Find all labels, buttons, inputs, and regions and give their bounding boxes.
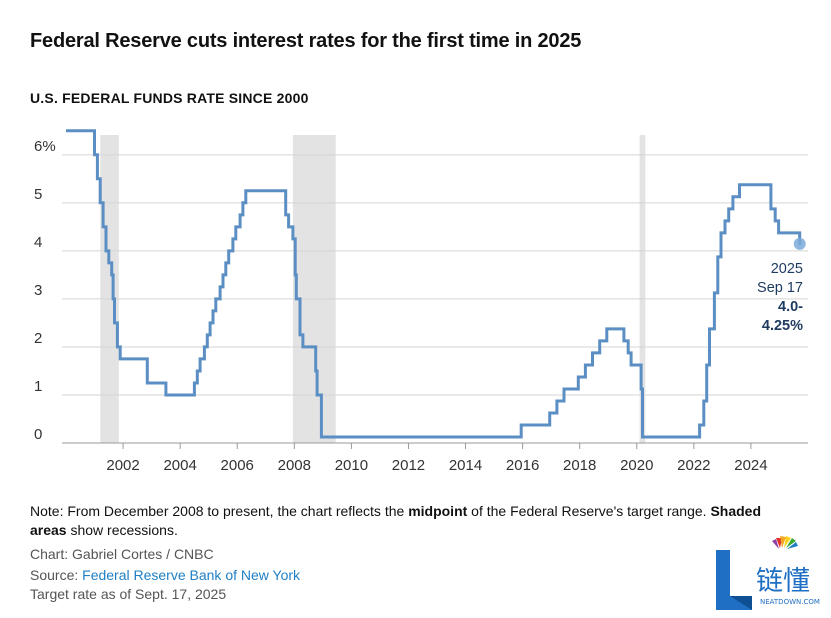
y-tick-label-1: 1	[34, 378, 42, 395]
series-layer	[66, 129, 802, 439]
x-tick-label-2016: 2016	[506, 457, 539, 474]
note-text-2: of the Federal Reserve's target range.	[467, 503, 711, 519]
y-tick-label-2: 2	[34, 330, 42, 347]
grid-lines	[62, 154, 808, 444]
annotation-value-0: 4.0-	[778, 299, 803, 315]
x-tick-label-2024: 2024	[734, 457, 767, 474]
target-rate-date: Target rate as of Sept. 17, 2025	[30, 586, 227, 602]
source-line: Source: Federal Reserve Bank of New York	[30, 567, 300, 583]
x-tick-label-2006: 2006	[221, 457, 254, 474]
logo-l-shape	[716, 550, 752, 610]
x-tick-label-2008: 2008	[278, 457, 311, 474]
fed-funds-rate-line	[66, 129, 802, 439]
y-axis-ticks: 0 1 2 3 4 5 6%	[34, 138, 56, 443]
chart-credit: Chart: Gabriel Cortes / CNBC	[30, 546, 214, 562]
y-tick-label-3: 3	[34, 282, 42, 299]
recession-band-1	[292, 135, 336, 443]
recession-band-0	[100, 135, 119, 443]
source-label: Source:	[30, 567, 83, 583]
logo-text: 链懂	[756, 566, 810, 597]
x-tick-label-2014: 2014	[449, 457, 482, 474]
x-axis-ticks: 2002 2004 2006 2008 2010 2012 2014 2016 2018 2020…	[106, 443, 768, 474]
note-text-3: show recessions.	[66, 522, 178, 538]
chart-subtitle: U.S. FEDERAL FUNDS RATE SINCE 2000	[30, 90, 309, 106]
x-tick-label-2018: 2018	[563, 457, 596, 474]
logo-subtext: NEATDOWN.COM	[760, 598, 820, 606]
note-bold-midpoint: midpoint	[408, 503, 468, 519]
x-tick-label-2004: 2004	[163, 457, 196, 474]
latest-rate-marker	[793, 237, 806, 250]
x-tick-label-2010: 2010	[335, 457, 368, 474]
annotation-layer: 2025 Sep 17 4.0- 4.25%	[757, 237, 806, 334]
recession-shading	[100, 135, 646, 443]
source-link[interactable]: Federal Reserve Bank of New York	[82, 567, 301, 583]
note-text-1: Note: From December 2008 to present, the…	[30, 503, 409, 519]
x-tick-label-2020: 2020	[620, 457, 653, 474]
chart-note: Note: From December 2008 to present, the…	[30, 502, 770, 540]
neatdown-logo: 链懂 NEATDOWN.COM	[716, 536, 820, 610]
x-tick-label-2022: 2022	[677, 457, 710, 474]
note-bold-shaded: Shaded areas	[30, 503, 762, 538]
annotation-value-1: 4.25%	[762, 318, 803, 334]
chart-title: Federal Reserve cuts interest rates for …	[30, 30, 582, 52]
peacock-icon	[772, 536, 798, 549]
y-tick-label-4: 4	[34, 234, 42, 251]
annotation-line-0: 2025	[771, 261, 803, 277]
x-tick-label-2012: 2012	[392, 457, 425, 474]
annotation-line-1: Sep 17	[757, 280, 803, 296]
y-tick-label-5: 5	[34, 186, 42, 203]
y-tick-label-6: 6%	[34, 138, 56, 155]
fed-funds-rate-chart: 0 1 2 3 4 5 6% 2002 2004 2006 2008 2010 2012 2014 201…	[34, 129, 808, 474]
y-tick-label-0: 0	[34, 426, 42, 443]
x-tick-label-2002: 2002	[106, 457, 139, 474]
recession-band-2	[639, 135, 646, 443]
